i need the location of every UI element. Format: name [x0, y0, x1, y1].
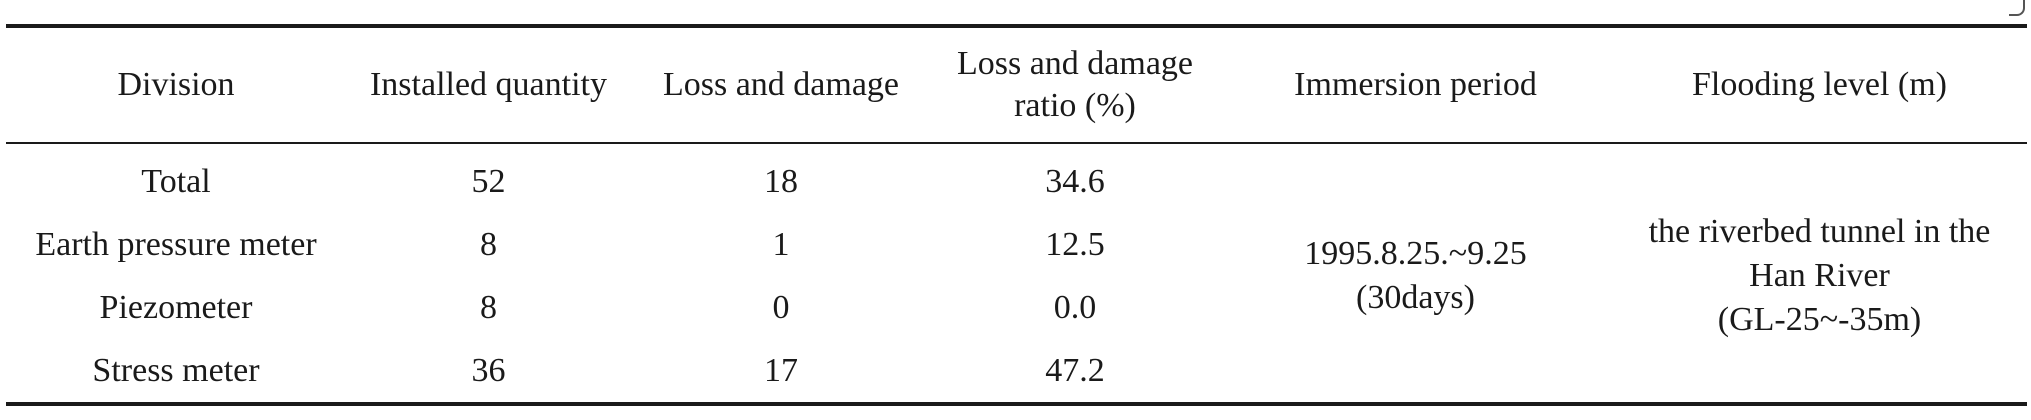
cell-loss: 18 [764, 163, 798, 200]
cell-installed: 8 [480, 289, 497, 326]
header-immersion-period: Immersion period [1294, 66, 1537, 103]
cell-ratio: 47.2 [1045, 352, 1105, 389]
cell-division: Stress meter [92, 352, 260, 389]
cell-loss: 1 [772, 226, 790, 263]
cell-division: Earth pressure meter [35, 226, 317, 263]
table-row: Earth pressure meter 8 1 12.5 [6, 213, 2027, 276]
cell-installed: 52 [471, 163, 506, 200]
header-loss-and-damage: Loss and damage [662, 66, 900, 103]
header-row: Division Installed quantity Loss and dam… [6, 26, 2027, 143]
cell-loss: 0 [772, 289, 790, 326]
page-corner-mark [2009, 0, 2025, 16]
table-row: Stress meter 36 17 47.2 [6, 339, 2027, 404]
header-installed-quantity: Installed quantity [369, 66, 607, 103]
table-row: Piezometer 8 0 0.0 [6, 276, 2027, 339]
cell-ratio: 34.6 [1045, 163, 1105, 200]
cell-flooding-level: the riverbed tunnel in the Han River (GL… [1648, 213, 1991, 338]
cell-division: Piezometer [99, 289, 253, 326]
cell-ratio: 0.0 [1053, 289, 1097, 326]
header-flooding-level: Flooding level (m) [1692, 66, 1947, 103]
header-division: Division [117, 66, 235, 103]
cell-installed: 8 [480, 226, 497, 263]
cell-immersion-period: 1995.8.25.~9.25 (30days) [1304, 235, 1527, 316]
cell-loss: 17 [764, 352, 798, 389]
loss-damage-table: Division Installed quantity Loss and dam… [6, 24, 2027, 406]
cell-installed: 36 [471, 352, 506, 389]
data-table-container: Division Installed quantity Loss and dam… [6, 24, 2027, 406]
header-loss-ratio: Loss and damage ratio (%) [956, 45, 1194, 124]
cell-division: Total [141, 163, 211, 200]
table-row: Total 52 18 34.6 1995.8.25.~9.25 (30days… [6, 143, 2027, 339]
cell-ratio: 12.5 [1045, 226, 1105, 263]
